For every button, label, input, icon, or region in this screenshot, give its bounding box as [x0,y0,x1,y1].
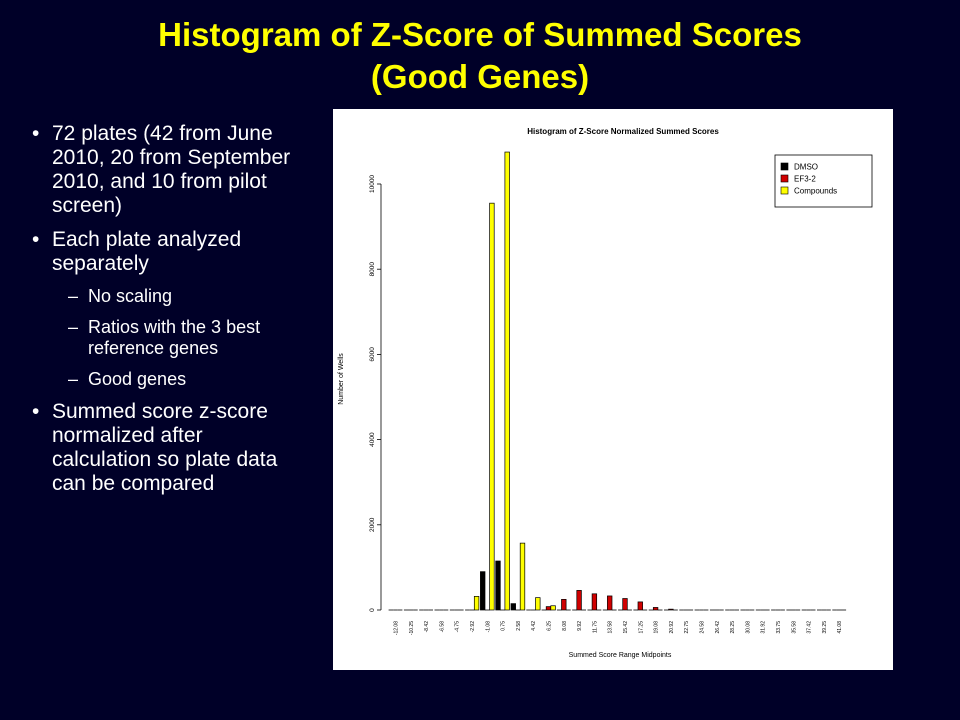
bar-ef3-2 [545,606,552,611]
bar-compounds [473,596,480,611]
legend-label: EF3-2 [794,175,816,184]
x-tick-label: 0.75 [501,621,507,631]
x-tick-label: -1.08 [485,621,491,633]
bar-compounds [535,597,541,611]
bullet-plates: 72 plates (42 from June 2010, 20 from Se… [30,122,302,218]
x-tick-label: 24.58 [700,621,706,634]
chart-legend: DMSO EF3-2 Compounds [774,154,873,208]
bar-ef3-2 [591,593,598,611]
x-tick-label: -8.42 [424,621,430,633]
bar-ef3-2 [652,607,659,611]
x-tick-label: -12.08 [394,621,400,635]
legend-swatch [780,174,789,183]
x-tick-label: 19.08 [654,621,660,634]
x-tick-label: 2.58 [516,621,522,631]
x-tick-label: -2.92 [470,621,476,633]
bar-dmso [510,603,516,611]
bar-compounds [504,151,510,611]
y-tick-label: 6000 [369,347,376,362]
x-tick-label: -10.25 [409,621,415,635]
bar-ef3-2 [607,595,613,611]
y-tick-label: 0 [369,608,376,612]
y-tick-label: 10000 [369,175,376,193]
x-tick-label: -6.58 [439,621,445,633]
x-tick-label: 6.25 [547,621,553,631]
x-tick-label: 26.42 [715,621,721,634]
x-tick-label: 15.42 [623,621,629,634]
x-tick-label: 4.42 [531,621,537,631]
x-tick-label: 31.92 [761,621,767,634]
x-axis-label: Summed Score Range Midpoints [569,652,672,659]
slide-title-line-1: Histogram of Z-Score of Summed Scores [158,16,802,53]
bar-ef3-2 [668,608,674,611]
bar-dmso [495,560,501,611]
bullet-list: 72 plates (42 from June 2010, 20 from Se… [30,122,302,506]
x-tick-label: 17.25 [638,621,644,634]
bullet-each-plate: Each plate analyzed separately [30,228,302,276]
bar-dmso [480,571,486,611]
x-tick-label: 11.75 [592,621,598,633]
legend-box [774,154,873,208]
bar-ef3-2 [576,590,582,611]
y-axis-label: Number of Wells [338,353,345,405]
x-tick-label: 39.25 [822,621,828,634]
x-tick-label: -4.75 [455,621,461,633]
histogram-chart-panel: Histogram of Z-Score Normalized Summed S… [333,109,893,670]
bar-ef3-2 [561,599,567,611]
bullet-summed-score: Summed score z-score normalized after ca… [30,400,302,496]
legend-swatch [780,162,789,171]
x-tick-label: 33.75 [776,621,782,634]
sub-bullet-good-genes: Good genes [30,369,302,390]
x-tick-label: 30.08 [745,621,751,634]
bar-compounds [550,605,556,611]
legend-label: Compounds [794,187,837,196]
slide-title: Histogram of Z-Score of Summed Scores (G… [0,14,960,98]
x-tick-label: 8.08 [562,621,568,631]
legend-swatch [780,186,789,195]
y-tick-label: 4000 [369,432,376,447]
bar-compounds [489,202,495,611]
bar-ef3-2 [637,601,643,611]
chart-title: Histogram of Z-Score Normalized Summed S… [527,127,719,136]
sub-bullet-ratios: Ratios with the 3 best reference genes [30,317,302,359]
y-tick-label: 8000 [369,262,376,277]
x-tick-label: 20.92 [669,621,675,634]
x-tick-label: 13.58 [608,621,614,634]
x-tick-label: 35.58 [791,621,797,634]
y-tick-label: 2000 [369,517,376,532]
histogram-chart: Histogram of Z-Score Normalized Summed S… [338,127,873,659]
slide-title-line-2: (Good Genes) [370,58,590,95]
x-tick-label: 28.25 [730,621,736,634]
x-tick-label: 37.42 [807,621,813,634]
x-tick-label: 9.92 [577,621,583,631]
x-tick-label: 41.08 [837,621,843,634]
sub-bullet-no-scaling: No scaling [30,286,302,307]
bar-ef3-2 [622,598,628,611]
bar-compounds [519,542,526,611]
chart-marks: 0 2000 4000 6000 8000 10000 -12.08 -10.25 -8.42 -… [369,151,847,635]
legend-label: DMSO [794,163,818,172]
x-tick-label: 22.75 [684,621,690,634]
